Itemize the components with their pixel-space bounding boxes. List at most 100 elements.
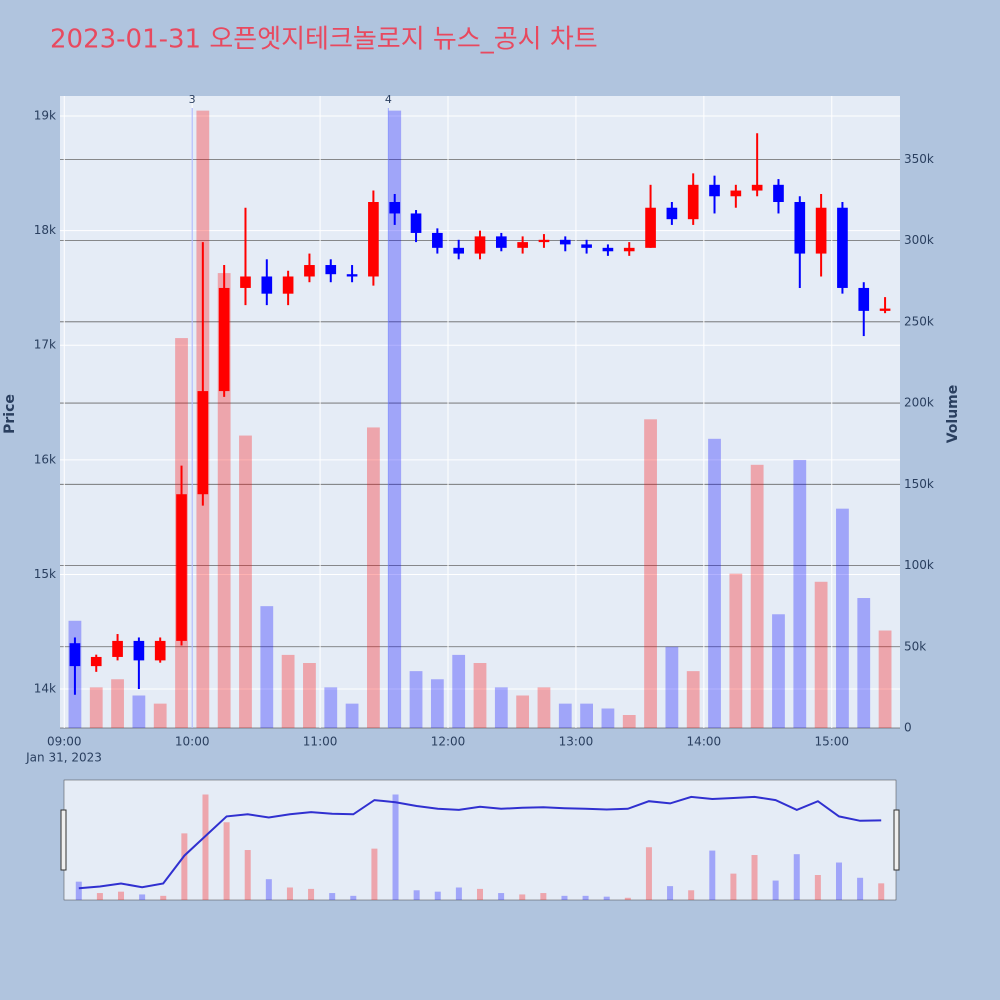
y-tick-label: 19k: [34, 109, 56, 123]
volume-bar: [772, 614, 785, 728]
volume-bar: [729, 573, 743, 728]
mini-volume-bar: [181, 833, 188, 900]
volume-bar: [665, 646, 679, 728]
candle-body: [794, 202, 806, 254]
y2-tick-label: 200k: [904, 396, 934, 410]
mini-volume-bar: [519, 894, 526, 900]
annotation-label: 4: [385, 93, 392, 106]
volume-bar: [516, 695, 530, 728]
mini-volume-bar: [751, 855, 758, 900]
volume-bar: [857, 598, 871, 728]
candle-body: [240, 276, 251, 288]
volume-bar: [814, 581, 828, 728]
annotation-label: 3: [189, 93, 196, 106]
candle-body: [90, 656, 102, 667]
volume-bar: [644, 419, 657, 728]
mini-volume-bar: [455, 887, 462, 900]
volume-bar: [153, 703, 167, 728]
mini-volume-bar: [582, 895, 589, 900]
x-tick-label: 13:00: [559, 735, 594, 749]
mini-volume-bar: [308, 888, 315, 900]
mini-close-line: [78, 795, 882, 890]
candle-body: [559, 239, 571, 245]
candle-body: [410, 213, 422, 233]
candle-body: [623, 247, 635, 252]
candle-body: [751, 184, 763, 191]
volume-bar: [750, 464, 764, 728]
candle-body: [432, 232, 443, 248]
volume-bar: [388, 110, 402, 728]
range-handle[interactable]: [60, 809, 67, 871]
x-date-label: Jan 31, 2023: [25, 751, 102, 765]
mini-volume-bar: [350, 895, 357, 900]
mini-volume-bar: [603, 896, 610, 900]
range-handle[interactable]: [893, 809, 900, 871]
volume-bar: [430, 679, 444, 728]
mini-volume-bar: [371, 848, 378, 900]
candle-body: [581, 244, 592, 248]
mini-volume-bar: [857, 877, 864, 900]
candle-body: [645, 207, 656, 248]
volume-bar: [345, 703, 359, 728]
candle-body: [687, 184, 699, 220]
candle-body: [197, 391, 209, 495]
candle-body: [69, 643, 81, 667]
candle-body: [368, 202, 379, 277]
mini-volume-bar: [793, 854, 800, 900]
candle-body: [773, 184, 784, 203]
candle-body: [282, 276, 294, 294]
candle-body: [176, 494, 187, 641]
y2-axis-title: Volume: [945, 385, 961, 444]
candle-body: [495, 236, 507, 248]
candle-body: [346, 274, 358, 277]
volume-bar: [537, 687, 551, 728]
y-tick-label: 16k: [34, 452, 56, 466]
mini-volume-bar: [498, 893, 505, 900]
candle-body: [325, 265, 337, 275]
mini-volume-bar: [413, 890, 420, 900]
x-tick-label: 10:00: [175, 735, 210, 749]
candle-body: [815, 207, 827, 254]
mini-volume-bar: [139, 894, 146, 900]
volume-bar: [89, 687, 103, 728]
volume-bar: [239, 435, 252, 728]
mini-volume-bar: [561, 895, 568, 900]
volume-bar: [793, 459, 807, 728]
y-tick-label: 17k: [34, 338, 56, 352]
candle-body: [389, 202, 401, 214]
y-tick-label: 14k: [34, 682, 56, 696]
candle-body: [218, 287, 230, 392]
mini-volume-bar: [202, 794, 209, 900]
candle-body: [453, 247, 465, 254]
mini-volume-bar: [286, 887, 293, 900]
candle-body: [858, 287, 870, 311]
mini-volume-bar: [265, 879, 272, 900]
volume-bar: [367, 427, 380, 728]
volume-bar: [473, 663, 487, 728]
volume-bar: [324, 687, 338, 728]
mini-volume-bar: [730, 873, 737, 900]
x-tick-label: 12:00: [431, 735, 466, 749]
candle-body: [474, 236, 486, 254]
candle-body: [666, 207, 678, 220]
candle-body: [879, 308, 891, 311]
range-slider[interactable]: [63, 779, 897, 901]
volume-bar: [622, 715, 636, 728]
chart-title: 2023-01-31 오픈엣지테크놀로지 뉴스_공시 차트: [50, 25, 598, 55]
candle-body: [709, 184, 720, 197]
y2-tick-label: 300k: [904, 233, 934, 247]
mini-volume-bar: [329, 893, 336, 900]
volume-bar: [601, 708, 615, 728]
mini-volume-bar: [835, 862, 842, 900]
mini-volume-bar: [540, 893, 547, 900]
y2-tick-label: 0: [904, 721, 912, 735]
mini-volume-bar: [96, 893, 103, 900]
mini-volume-bar: [434, 891, 441, 900]
y2-tick-label: 100k: [904, 558, 934, 572]
volume-bar: [708, 438, 721, 728]
volume-bar: [878, 630, 892, 728]
mini-volume-bar: [392, 794, 399, 900]
mini-volume-bar: [477, 888, 483, 900]
y-tick-label: 18k: [34, 223, 56, 237]
x-tick-label: 14:00: [687, 735, 722, 749]
